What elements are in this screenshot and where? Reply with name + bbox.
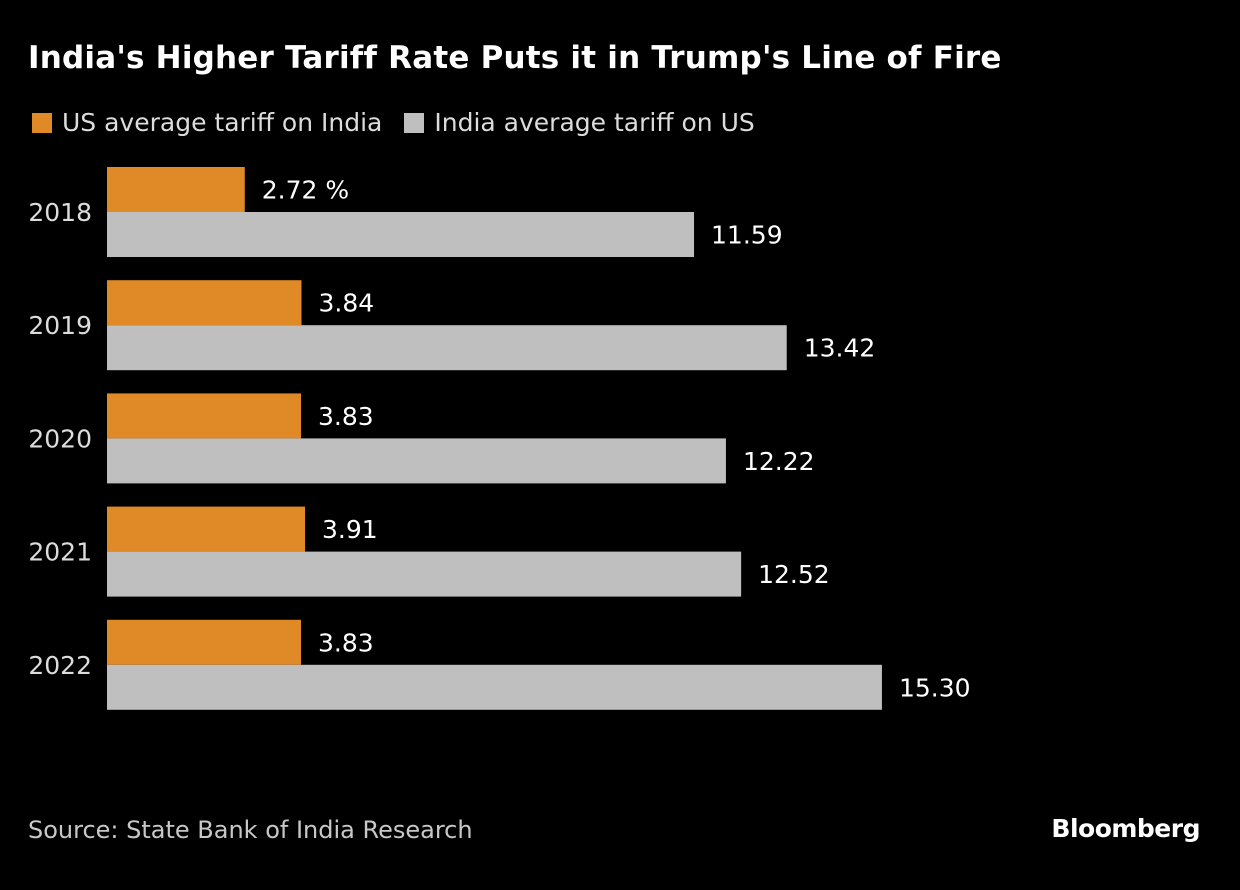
year-label: 2018 xyxy=(28,198,92,227)
legend-swatch-grey xyxy=(404,112,425,133)
bloomberg-logo: Bloomberg xyxy=(1051,814,1200,843)
data-label: 3.83 xyxy=(318,402,374,431)
data-label: 3.83 xyxy=(318,628,374,657)
bar-india xyxy=(107,551,742,597)
legend: US average tariff on India India average… xyxy=(32,108,755,137)
bar-india xyxy=(107,212,695,257)
chart-title: India's Higher Tariff Rate Puts it in Tr… xyxy=(28,40,1002,76)
data-label: 15.30 xyxy=(899,673,971,702)
legend-swatch-orange xyxy=(32,112,52,133)
source-note: Source: State Bank of India Research xyxy=(28,816,473,844)
bar-india xyxy=(107,438,726,484)
legend-label: India average tariff on US xyxy=(434,108,755,137)
data-label: 13.42 xyxy=(804,334,876,363)
bar-india xyxy=(107,664,882,710)
year-label: 2019 xyxy=(28,311,92,340)
bar-us xyxy=(107,393,301,439)
bar-india xyxy=(107,325,787,371)
year-label: 2022 xyxy=(28,651,92,680)
bar-us xyxy=(107,280,302,326)
data-label: 2.72 % xyxy=(262,176,349,205)
legend-item-us: US average tariff on India xyxy=(32,108,382,137)
data-label: 11.59 xyxy=(711,221,783,250)
legend-label: US average tariff on India xyxy=(62,108,383,137)
data-label: 12.52 xyxy=(758,560,830,589)
data-label: 3.84 xyxy=(318,289,374,318)
data-label: 12.22 xyxy=(743,447,815,476)
data-label: 3.91 xyxy=(322,515,378,544)
bar-us xyxy=(107,506,306,552)
bar-us xyxy=(107,619,301,665)
year-label: 2020 xyxy=(28,424,92,453)
bar-us xyxy=(107,167,245,212)
legend-item-india: India average tariff on US xyxy=(404,108,755,137)
year-label: 2021 xyxy=(28,538,92,567)
